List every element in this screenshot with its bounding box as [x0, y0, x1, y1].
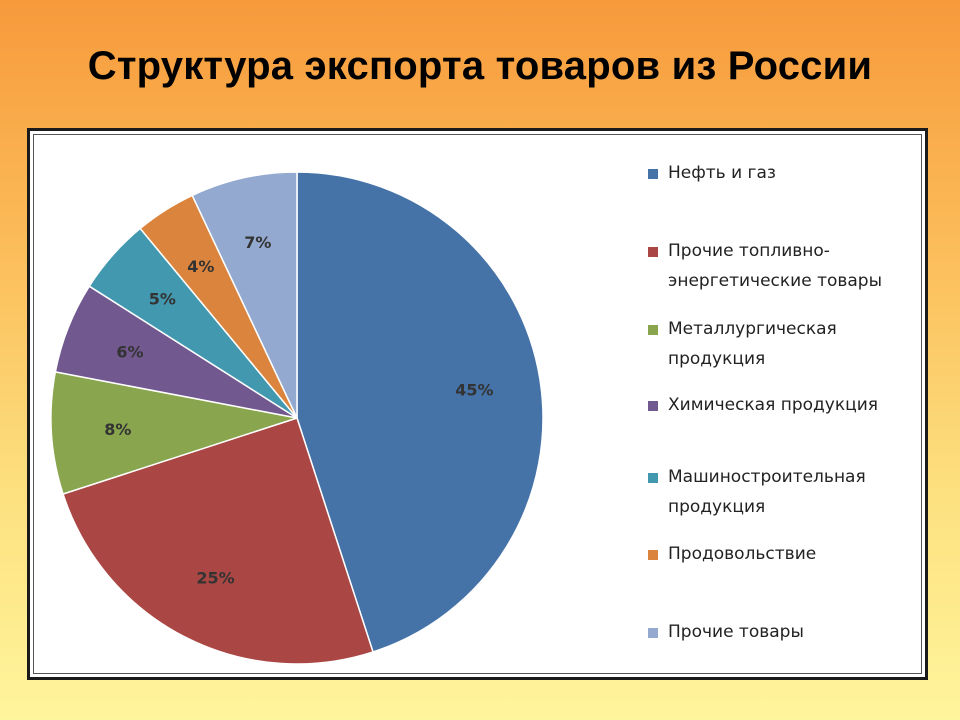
- legend-label: Прочие топливно- энергетические товары: [668, 241, 883, 291]
- pie-slice: [296, 171, 544, 653]
- legend-label: Нефть и газ: [668, 163, 776, 183]
- slice-value-label: 4%: [187, 257, 214, 276]
- legend-label: Машиностроительная продукция: [668, 467, 866, 517]
- pie-slice: [191, 171, 298, 419]
- slide-title: Структура экспорта товаров из России: [87, 44, 873, 88]
- pie-slice: [62, 417, 374, 665]
- pie-slice: [50, 371, 298, 495]
- slice-value-label: 45%: [455, 380, 493, 399]
- legend-label: Металлургическая продукция: [668, 319, 837, 369]
- legend-swatch: [648, 550, 658, 560]
- slice-value-label: 6%: [116, 342, 143, 361]
- chart-legend: Нефть и газ Прочие топливно- энергетическ…: [621, 0, 941, 720]
- legend-label: Прочие товары: [668, 622, 804, 642]
- legend-label: Продовольствие: [668, 544, 817, 564]
- legend-swatch: [648, 325, 658, 335]
- slice-value-label: 7%: [244, 233, 271, 252]
- legend-swatch: [648, 247, 658, 257]
- slice-value-label: 8%: [104, 420, 131, 439]
- legend-swatch: [648, 169, 658, 179]
- legend-label: Химическая продукция: [668, 395, 878, 415]
- slice-value-label: 25%: [196, 569, 234, 588]
- slice-value-label: 5%: [149, 290, 176, 309]
- legend-swatch: [648, 473, 658, 483]
- legend-swatch: [648, 628, 658, 638]
- legend-swatch: [648, 401, 658, 411]
